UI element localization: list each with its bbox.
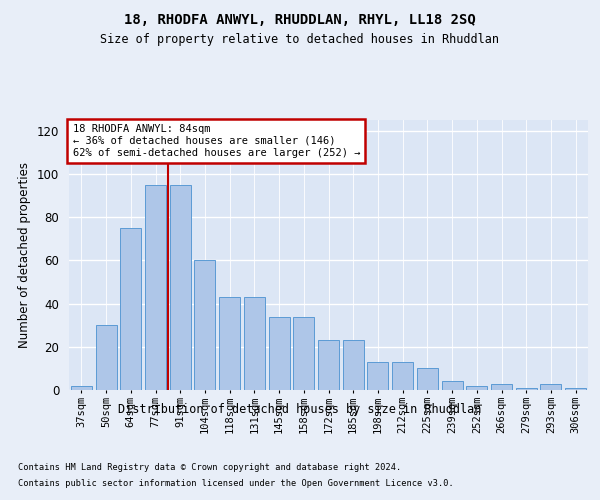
Text: 18 RHODFA ANWYL: 84sqm
← 36% of detached houses are smaller (146)
62% of semi-de: 18 RHODFA ANWYL: 84sqm ← 36% of detached…: [73, 124, 360, 158]
Bar: [120, 228, 141, 390]
Y-axis label: Number of detached properties: Number of detached properties: [19, 162, 31, 348]
Bar: [392, 362, 413, 390]
Bar: [318, 340, 339, 390]
Bar: [466, 386, 487, 390]
Text: Distribution of detached houses by size in Rhuddlan: Distribution of detached houses by size …: [118, 402, 482, 415]
Bar: [244, 297, 265, 390]
Bar: [565, 388, 586, 390]
Bar: [293, 316, 314, 390]
Bar: [269, 316, 290, 390]
Bar: [417, 368, 438, 390]
Bar: [367, 362, 388, 390]
Bar: [343, 340, 364, 390]
Bar: [491, 384, 512, 390]
Text: 18, RHODFA ANWYL, RHUDDLAN, RHYL, LL18 2SQ: 18, RHODFA ANWYL, RHUDDLAN, RHYL, LL18 2…: [124, 12, 476, 26]
Text: Contains public sector information licensed under the Open Government Licence v3: Contains public sector information licen…: [18, 479, 454, 488]
Bar: [442, 382, 463, 390]
Bar: [71, 386, 92, 390]
Bar: [194, 260, 215, 390]
Text: Size of property relative to detached houses in Rhuddlan: Size of property relative to detached ho…: [101, 32, 499, 46]
Bar: [219, 297, 240, 390]
Bar: [170, 185, 191, 390]
Bar: [541, 384, 562, 390]
Bar: [516, 388, 537, 390]
Text: Contains HM Land Registry data © Crown copyright and database right 2024.: Contains HM Land Registry data © Crown c…: [18, 462, 401, 471]
Bar: [145, 185, 166, 390]
Bar: [95, 325, 116, 390]
